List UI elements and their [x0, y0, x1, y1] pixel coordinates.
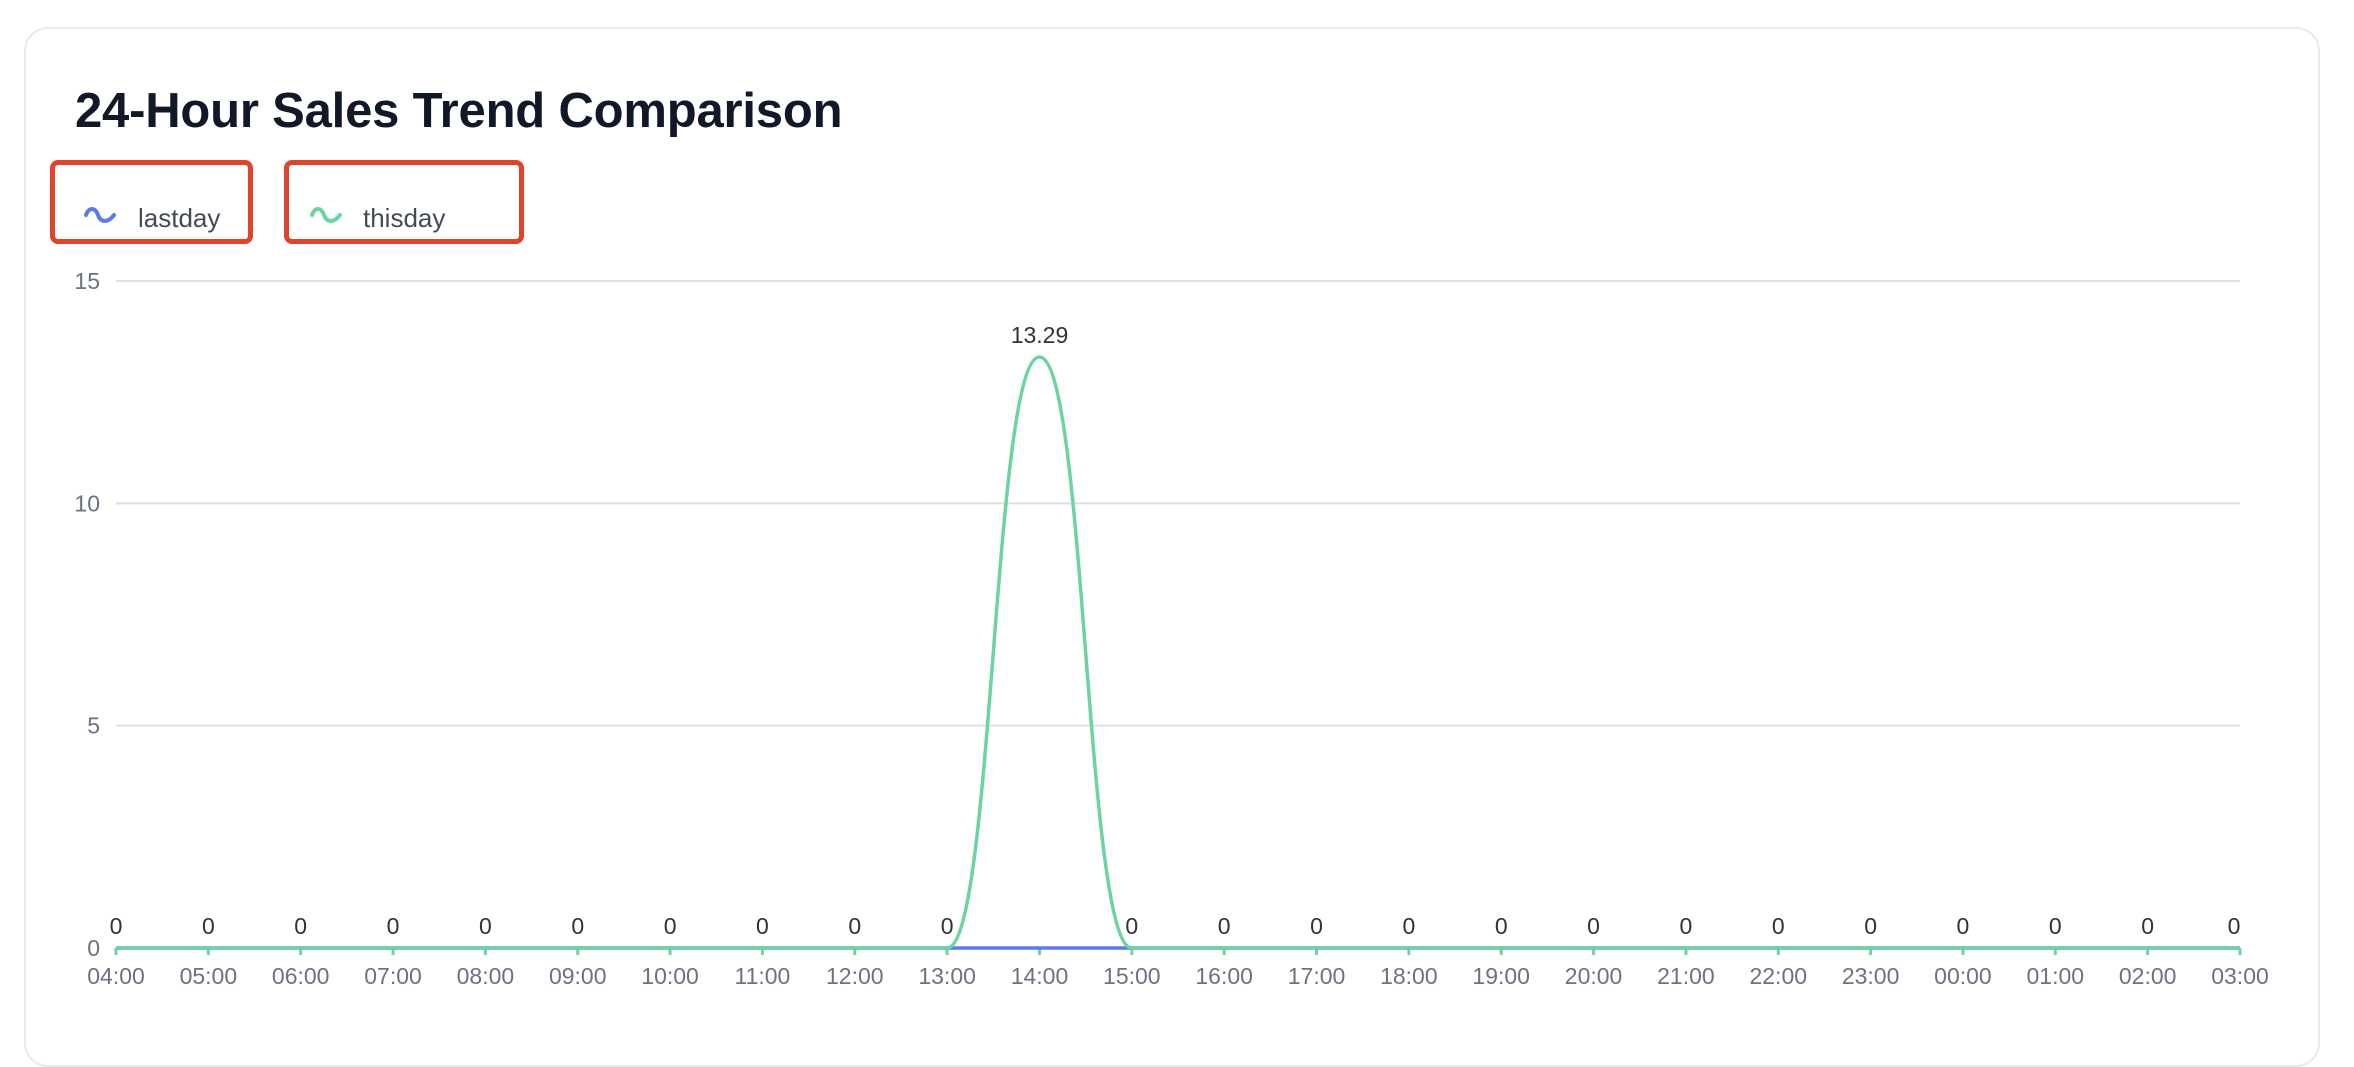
- data-label: 0: [1310, 913, 1323, 939]
- data-label: 0: [664, 913, 677, 939]
- data-label: 0: [1218, 913, 1231, 939]
- chart-title: 24-Hour Sales Trend Comparison: [75, 84, 843, 138]
- x-tick-label: 07:00: [364, 963, 422, 989]
- data-label: 0: [1402, 913, 1415, 939]
- data-label: 0: [571, 913, 584, 939]
- data-label: 0: [2228, 913, 2241, 939]
- x-tick-label: 23:00: [1842, 963, 1900, 989]
- x-tick-label: 20:00: [1565, 963, 1623, 989]
- x-tick-label: 16:00: [1195, 963, 1253, 989]
- x-tick-label: 02:00: [2119, 963, 2177, 989]
- x-tick-label: 04:00: [87, 963, 145, 989]
- data-label: 0: [202, 913, 215, 939]
- data-label: 0: [479, 913, 492, 939]
- data-label: 0: [110, 913, 123, 939]
- data-label: 0: [2049, 913, 2062, 939]
- x-tick-label: 09:00: [549, 963, 607, 989]
- wave-icon: [84, 207, 116, 223]
- x-tick-label: 17:00: [1288, 963, 1346, 989]
- x-tick-label: 03:00: [2211, 963, 2269, 989]
- data-label: 0: [1864, 913, 1877, 939]
- data-label: 0: [1772, 913, 1785, 939]
- x-tick-label: 18:00: [1380, 963, 1438, 989]
- x-tick-label: 11:00: [735, 963, 791, 989]
- x-tick-label: 05:00: [180, 963, 238, 989]
- x-tick-label: 00:00: [1934, 963, 1992, 989]
- x-tick-label: 22:00: [1749, 963, 1807, 989]
- y-tick-label: 0: [87, 935, 100, 961]
- legend-item-thisday[interactable]: thisday: [284, 160, 524, 244]
- data-label: 0: [387, 913, 400, 939]
- x-tick-label: 10:00: [641, 963, 699, 989]
- x-tick-label: 21:00: [1657, 963, 1715, 989]
- data-label: 0: [1957, 913, 1970, 939]
- legend-label: thisday: [363, 203, 446, 233]
- y-tick-label: 5: [87, 713, 100, 739]
- x-tick-label: 13:00: [918, 963, 976, 989]
- x-tick-label: 08:00: [457, 963, 515, 989]
- x-tick-label: 15:00: [1103, 963, 1161, 989]
- y-tick-label: 10: [74, 490, 100, 516]
- chart-card: [24, 27, 2320, 1067]
- x-tick-label: 01:00: [2027, 963, 2085, 989]
- y-tick-label: 15: [74, 268, 100, 294]
- x-tick-label: 06:00: [272, 963, 330, 989]
- data-label: 0: [848, 913, 861, 939]
- legend-label: lastday: [138, 203, 221, 233]
- line-chart: 0 5 10 15 04:00 05:00 06:00 07:00 08:00 09:00 10:0…: [74, 268, 2269, 989]
- x-tick-label: 14:00: [1011, 963, 1069, 989]
- series-line-thisday: [116, 355, 2240, 950]
- x-tick-label: 12:00: [826, 963, 884, 989]
- data-label: 13.29: [1011, 322, 1069, 348]
- data-label: 0: [941, 913, 954, 939]
- wave-icon: [310, 207, 342, 223]
- data-label: 0: [294, 913, 307, 939]
- data-label: 0: [756, 913, 769, 939]
- data-label: 0: [2141, 913, 2154, 939]
- x-tick-label: 19:00: [1472, 963, 1530, 989]
- data-label: 0: [1495, 913, 1508, 939]
- data-label: 0: [1587, 913, 1600, 939]
- legend-item-lastday[interactable]: lastday: [50, 160, 253, 244]
- data-label: 0: [1125, 913, 1138, 939]
- data-label: 0: [1680, 913, 1693, 939]
